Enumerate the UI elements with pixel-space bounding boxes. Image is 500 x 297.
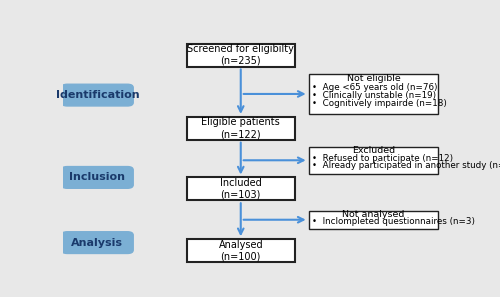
Text: Screened for eligibilty
(n=235): Screened for eligibilty (n=235)	[188, 44, 294, 66]
Text: Included
(n=103): Included (n=103)	[220, 178, 262, 200]
Text: Not eligible: Not eligible	[346, 75, 401, 83]
FancyBboxPatch shape	[308, 146, 438, 174]
Text: •  Inclompleted questionnaires (n=3): • Inclompleted questionnaires (n=3)	[312, 217, 476, 225]
Text: Eligible patients
(n=122): Eligible patients (n=122)	[202, 117, 280, 139]
Text: Identification: Identification	[56, 90, 139, 100]
FancyBboxPatch shape	[62, 167, 133, 188]
FancyBboxPatch shape	[62, 84, 133, 106]
Text: •  Refused to participate (n=12): • Refused to participate (n=12)	[312, 154, 454, 163]
FancyBboxPatch shape	[308, 211, 438, 229]
FancyBboxPatch shape	[186, 44, 295, 67]
Text: Inclusion: Inclusion	[70, 173, 126, 182]
Text: Analysed
(n=100): Analysed (n=100)	[218, 240, 263, 261]
Text: •  Clinically unstable (n=19): • Clinically unstable (n=19)	[312, 91, 436, 100]
Text: Analysis: Analysis	[72, 238, 124, 248]
FancyBboxPatch shape	[62, 232, 133, 253]
FancyBboxPatch shape	[308, 74, 438, 114]
FancyBboxPatch shape	[186, 239, 295, 262]
Text: •  Cognitively impairde (n=18): • Cognitively impairde (n=18)	[312, 99, 448, 108]
Text: •  Age <65 years old (n=76): • Age <65 years old (n=76)	[312, 83, 438, 92]
FancyBboxPatch shape	[186, 177, 295, 200]
Text: Excluded: Excluded	[352, 146, 395, 155]
Text: •  Already participated in another study (n=7): • Already participated in another study …	[312, 161, 500, 170]
Text: Not analysed: Not analysed	[342, 210, 404, 219]
FancyBboxPatch shape	[186, 117, 295, 140]
